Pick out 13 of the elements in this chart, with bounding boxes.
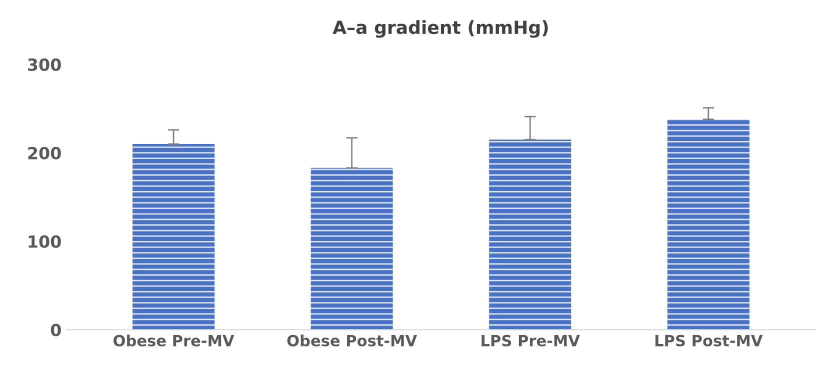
- bar: [310, 168, 393, 330]
- y-tick-label: 0: [50, 324, 61, 336]
- x-tick-label: LPS Post-MV: [655, 334, 763, 346]
- bar: [132, 144, 215, 330]
- x-tick-label: LPS Pre-MV: [482, 334, 580, 346]
- bar: [667, 119, 750, 330]
- chart-title: A–a gradient (mmHg): [332, 20, 548, 38]
- x-tick-label: Obese Post-MV: [287, 334, 417, 346]
- bar: [489, 140, 572, 330]
- x-tick-label: Obese Pre-MV: [114, 334, 234, 346]
- y-tick-label: 300: [28, 58, 61, 71]
- y-tick-label: 100: [28, 235, 61, 248]
- y-tick-label: 200: [28, 146, 61, 160]
